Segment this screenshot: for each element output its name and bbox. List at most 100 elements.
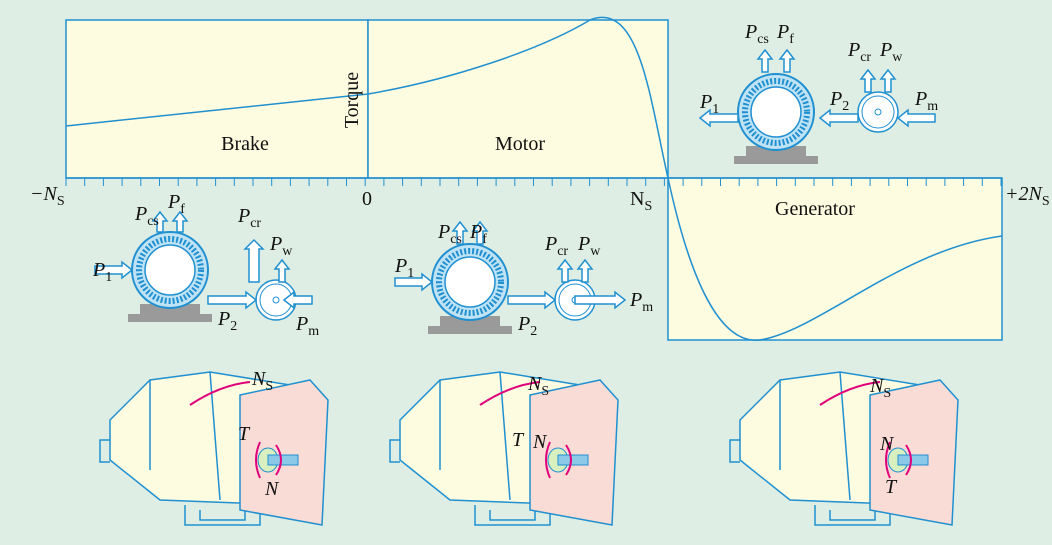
end-shield	[869, 379, 959, 526]
shaft	[897, 454, 929, 466]
end-shield	[529, 379, 619, 526]
label: P1	[699, 91, 719, 117]
label: NS	[251, 368, 273, 394]
label: P2	[517, 313, 537, 339]
label-sub: S	[644, 199, 652, 214]
label: Pcr	[847, 39, 871, 65]
label: Pcr	[544, 233, 568, 259]
machine-drawing	[389, 371, 619, 526]
power-arrow	[556, 258, 574, 283]
rotation-arrow	[479, 381, 541, 406]
power-arrow	[756, 48, 774, 73]
label-sub: f	[789, 32, 794, 47]
label-main: P	[544, 233, 557, 255]
label-main: −N	[30, 183, 58, 205]
label-main: P	[167, 191, 180, 213]
label-main: P	[394, 255, 407, 277]
label: N	[879, 433, 895, 455]
label-main: P	[879, 39, 892, 61]
label-main: P	[437, 221, 450, 243]
power-arrow	[282, 290, 313, 310]
label: T	[512, 429, 525, 451]
rotor	[144, 244, 196, 296]
machine-feet	[184, 505, 261, 526]
power-arrow	[698, 108, 739, 128]
region-label: Brake	[221, 133, 269, 155]
power-arrow	[576, 258, 594, 283]
label-sub: cs	[147, 214, 159, 229]
label: Pm	[914, 88, 938, 114]
label: NS	[869, 375, 891, 401]
label: Pcs	[134, 203, 159, 229]
machine-drawing	[99, 371, 329, 526]
region-label: Generator	[775, 198, 855, 220]
torque-arrow	[255, 441, 261, 479]
label: Pcs	[744, 21, 769, 47]
label: 0	[362, 188, 372, 210]
speed-arrow	[275, 444, 282, 476]
label-sub: f	[482, 232, 487, 247]
label-sub: S	[1042, 194, 1050, 209]
power-arrow	[273, 258, 291, 283]
label-main: P	[744, 21, 757, 43]
machine-foot	[734, 156, 818, 164]
power-arrow	[394, 272, 434, 292]
label-sub: S	[883, 386, 891, 401]
label: +2NS	[1005, 183, 1050, 209]
label-sub: m	[308, 324, 319, 339]
power-arrow	[778, 48, 796, 73]
label: Pcr	[237, 205, 261, 231]
label: P1	[92, 259, 112, 285]
power-arrow	[859, 68, 877, 93]
label: Pw	[879, 39, 903, 65]
label-sub: m	[642, 300, 653, 315]
label: N	[264, 478, 280, 500]
label-sub: cr	[860, 50, 871, 65]
shaft	[267, 454, 299, 466]
label-sub: 1	[712, 102, 719, 117]
label-main: P	[217, 308, 230, 330]
label: P2	[829, 88, 849, 114]
label-main: +2N	[1005, 183, 1043, 205]
power-arrow	[818, 108, 859, 128]
shaft	[272, 296, 280, 304]
label-main: N	[879, 433, 895, 455]
machine-feet	[474, 505, 551, 526]
shaft	[874, 108, 882, 116]
label-sub: S	[265, 379, 273, 394]
label-main: P	[92, 259, 105, 281]
label-sub: w	[590, 244, 601, 259]
label-main: P	[269, 233, 282, 255]
power-arrow	[896, 108, 936, 128]
label: T	[885, 476, 898, 498]
power-arrow	[507, 290, 557, 310]
power-arrow	[207, 290, 258, 310]
label-main: T	[885, 476, 898, 498]
label: Pf	[776, 21, 794, 47]
load-machine	[857, 91, 899, 133]
label-sub: w	[892, 50, 903, 65]
power-arrow	[451, 220, 469, 245]
label-main: P	[629, 289, 642, 311]
label-sub: S	[57, 194, 65, 209]
label-sub: 2	[530, 324, 537, 339]
label-main: P	[469, 221, 482, 243]
label-sub: cs	[450, 232, 462, 247]
rotation-arrow	[819, 381, 881, 406]
label-sub: 2	[842, 99, 849, 114]
power-arrow	[171, 210, 189, 233]
label-main: P	[517, 313, 530, 335]
label-main: N	[869, 375, 885, 397]
label-main: N	[532, 431, 548, 453]
label-main: P	[134, 203, 147, 225]
label-sub: cr	[250, 216, 261, 231]
label: Pf	[167, 191, 185, 217]
power-arrow	[151, 210, 169, 233]
label: N	[532, 431, 548, 453]
y-axis-label: Torque	[341, 72, 363, 128]
motor-panel	[367, 19, 669, 179]
label-sub: w	[282, 244, 293, 259]
speed-arrow	[905, 444, 912, 476]
machine-foot	[128, 314, 212, 322]
power-arrow	[879, 68, 897, 93]
